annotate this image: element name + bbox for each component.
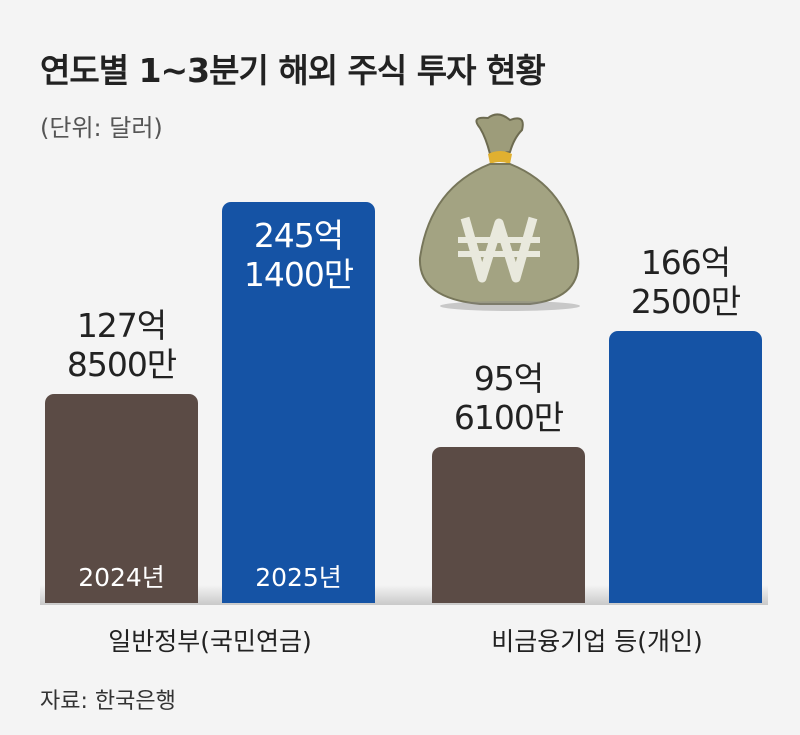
chart-title: 연도별 1~3분기 해외 주식 투자 현황	[40, 51, 546, 90]
x-category-label: 비금융기업 등(개인)	[491, 627, 703, 656]
money-bag-icon	[418, 113, 580, 311]
bar	[609, 331, 762, 603]
data-label: 127억 8500만	[66, 305, 177, 384]
data-label: 166억 2500만	[630, 243, 741, 322]
bar	[222, 202, 375, 603]
source-note: 자료: 한국은행	[40, 689, 176, 714]
legend-label: 2025년	[255, 563, 342, 592]
chart-subtitle: (단위: 달러)	[40, 114, 163, 142]
x-category-label: 일반정부(국민연금)	[108, 627, 312, 656]
data-label: 95억 6100만	[453, 358, 564, 437]
legend-label: 2024년	[78, 563, 165, 592]
bar	[45, 393, 198, 603]
bar	[432, 446, 585, 603]
data-label: 245억 1400만	[243, 216, 354, 295]
